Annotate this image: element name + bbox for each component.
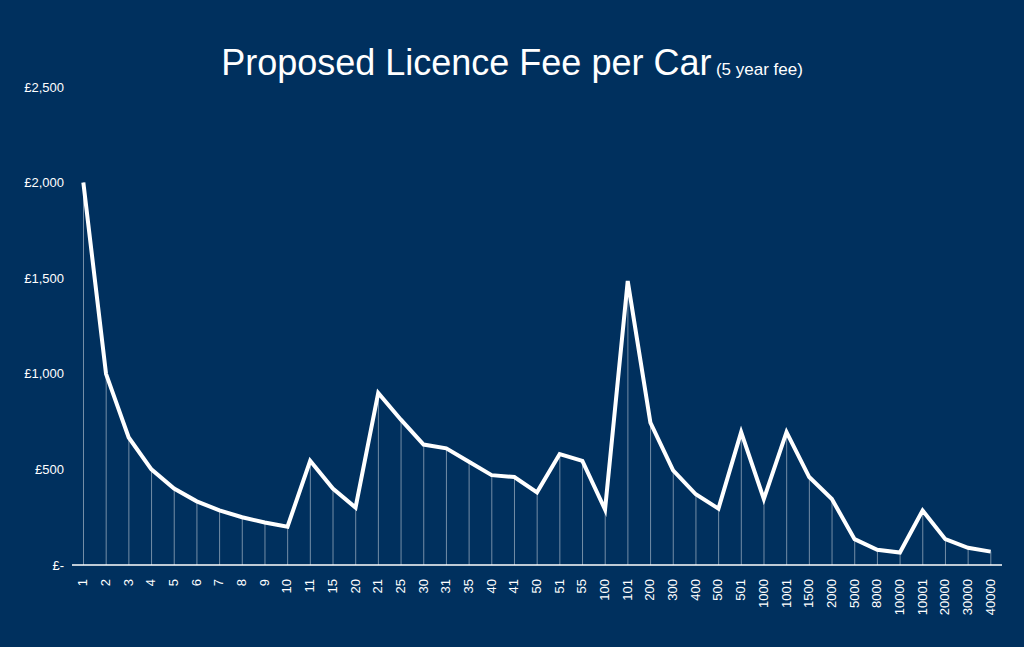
svg-text:100: 100 <box>597 579 612 601</box>
svg-text:400: 400 <box>688 579 703 601</box>
svg-text:8: 8 <box>234 579 249 586</box>
svg-text:40: 40 <box>484 579 499 593</box>
svg-text:11: 11 <box>302 579 317 593</box>
svg-text:8000: 8000 <box>869 579 884 608</box>
svg-text:25: 25 <box>393 579 408 593</box>
svg-text:4: 4 <box>143 579 158 586</box>
svg-text:50: 50 <box>529 579 544 593</box>
svg-text:2: 2 <box>98 579 113 586</box>
html-text:(5 year fee): (5 year fee) <box>715 60 803 79</box>
svg-text:30000: 30000 <box>960 579 975 615</box>
svg-text:20: 20 <box>348 579 363 593</box>
svg-text:51: 51 <box>552 579 567 593</box>
svg-text:3: 3 <box>121 579 136 586</box>
svg-text:10: 10 <box>279 579 294 593</box>
svg-text:9: 9 <box>257 579 272 586</box>
svg-text:£1,000: £1,000 <box>24 366 64 381</box>
svg-text:£-: £- <box>52 558 64 573</box>
svg-text:10001: 10001 <box>915 579 930 615</box>
svg-text:£1,500: £1,500 <box>24 271 64 286</box>
svg-text:£2,000: £2,000 <box>24 175 64 190</box>
svg-text:300: 300 <box>665 579 680 601</box>
svg-text:5: 5 <box>166 579 181 586</box>
svg-text:10000: 10000 <box>892 579 907 615</box>
svg-text:1001: 1001 <box>779 579 794 608</box>
svg-text:30: 30 <box>416 579 431 593</box>
svg-text:£500: £500 <box>35 462 64 477</box>
svg-text:41: 41 <box>506 579 521 593</box>
svg-text:20000: 20000 <box>937 579 952 615</box>
svg-text:1500: 1500 <box>801 579 816 608</box>
svg-text:21: 21 <box>370 579 385 593</box>
svg-text:40000: 40000 <box>983 579 998 615</box>
svg-text:501: 501 <box>733 579 748 601</box>
svg-text:35: 35 <box>461 579 476 593</box>
svg-text:500: 500 <box>710 579 725 601</box>
svg-text:2000: 2000 <box>824 579 839 608</box>
svg-text:31: 31 <box>438 579 453 593</box>
svg-text:£2,500: £2,500 <box>24 80 64 95</box>
svg-text:6: 6 <box>189 579 204 586</box>
svg-text:7: 7 <box>211 579 226 586</box>
svg-text:1: 1 <box>75 579 90 586</box>
svg-text:200: 200 <box>642 579 657 601</box>
svg-text:5000: 5000 <box>847 579 862 608</box>
svg-text:101: 101 <box>620 579 635 601</box>
svg-text:15: 15 <box>325 579 340 593</box>
svg-text:55: 55 <box>574 579 589 593</box>
html-text:Proposed Licence Fee per Car: Proposed Licence Fee per Car <box>221 42 712 83</box>
svg-text:1000: 1000 <box>756 579 771 608</box>
